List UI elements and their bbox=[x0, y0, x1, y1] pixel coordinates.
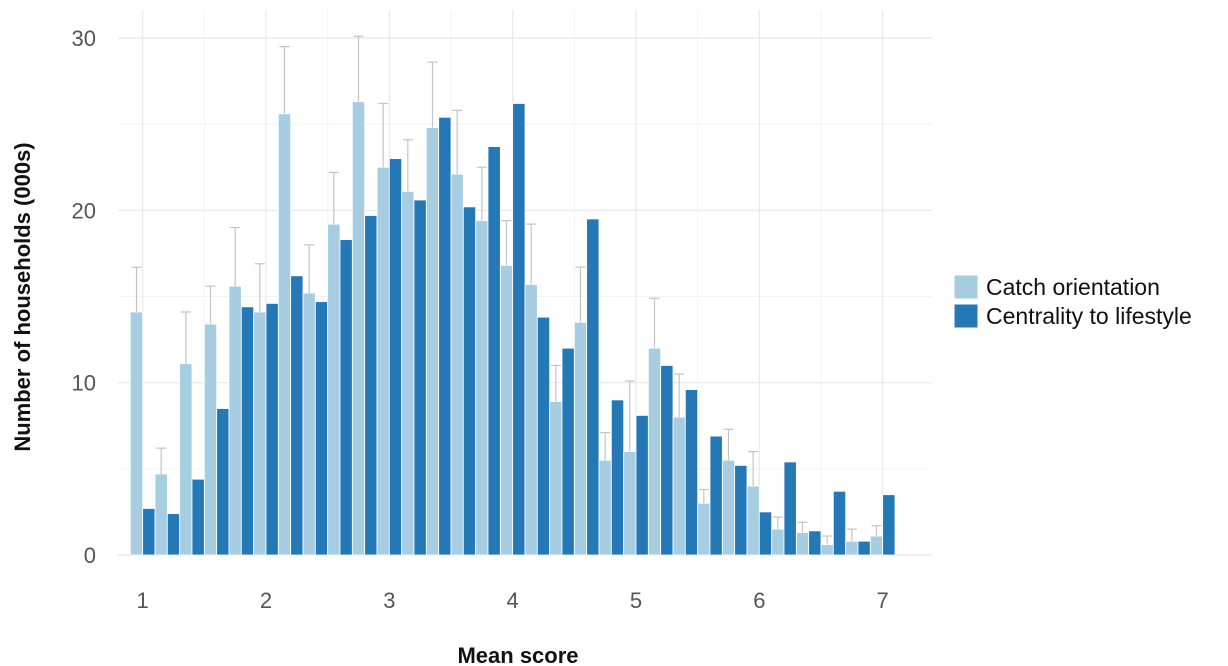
bar-catch-orientation bbox=[475, 220, 489, 556]
bar-centrality-to-lifestyle bbox=[339, 239, 353, 556]
bar-centrality-to-lifestyle bbox=[142, 508, 156, 556]
x-tick-label: 6 bbox=[753, 588, 765, 613]
bar-catch-orientation bbox=[277, 113, 292, 556]
bar-centrality-to-lifestyle bbox=[561, 347, 575, 556]
bar-centrality-to-lifestyle bbox=[832, 490, 847, 556]
bar-centrality-to-lifestyle bbox=[586, 218, 600, 556]
bar-centrality-to-lifestyle bbox=[290, 275, 304, 556]
bar-catch-orientation bbox=[351, 101, 366, 556]
bar-centrality-to-lifestyle bbox=[364, 215, 378, 556]
bar-centrality-to-lifestyle bbox=[536, 316, 551, 556]
legend-label: Centrality to lifestyle bbox=[986, 303, 1192, 329]
bar-centrality-to-lifestyle bbox=[166, 513, 181, 556]
bar-catch-orientation bbox=[598, 459, 612, 556]
bar-centrality-to-lifestyle bbox=[882, 494, 896, 556]
tick-labels: 1 2 3 4 5 6 7 0 10 20 30 bbox=[72, 26, 889, 613]
bar-centrality-to-lifestyle bbox=[635, 415, 649, 556]
bar-centrality-to-lifestyle bbox=[240, 306, 255, 556]
bar-centrality-to-lifestyle bbox=[388, 158, 403, 556]
bar-catch-orientation bbox=[499, 265, 514, 556]
bar-centrality-to-lifestyle bbox=[734, 464, 748, 556]
bar-catch-orientation bbox=[302, 292, 316, 556]
bar-catch-orientation bbox=[869, 535, 884, 556]
x-axis-title: Mean score bbox=[457, 643, 578, 666]
bar-catch-orientation bbox=[771, 528, 785, 556]
bar-catch-orientation bbox=[129, 311, 144, 556]
bar-catch-orientation bbox=[327, 223, 341, 556]
bar-catch-orientation bbox=[672, 416, 686, 556]
y-tick-label: 10 bbox=[72, 371, 96, 396]
bar-centrality-to-lifestyle bbox=[314, 301, 329, 556]
bar-centrality-to-lifestyle bbox=[265, 302, 279, 556]
bar-catch-orientation bbox=[401, 190, 415, 556]
bar-centrality-to-lifestyle bbox=[808, 530, 822, 556]
bar-centrality-to-lifestyle bbox=[487, 146, 501, 556]
bar-catch-orientation bbox=[228, 285, 242, 556]
x-tick-label: 5 bbox=[630, 588, 642, 613]
bar-catch-orientation bbox=[203, 323, 218, 556]
bars bbox=[129, 101, 896, 556]
y-axis-title: Number of households (000s) bbox=[10, 142, 35, 451]
legend-swatch bbox=[953, 274, 979, 300]
legend-swatch bbox=[953, 303, 979, 329]
bar-catch-orientation bbox=[154, 473, 168, 556]
legend: Catch orientation Centrality to lifestyle bbox=[953, 274, 1192, 329]
bar-catch-orientation bbox=[845, 540, 859, 556]
x-tick-label: 1 bbox=[137, 588, 149, 613]
bar-centrality-to-lifestyle bbox=[512, 103, 526, 556]
bar-catch-orientation bbox=[425, 127, 440, 556]
y-tick-label: 20 bbox=[72, 198, 96, 223]
y-tick-label: 0 bbox=[84, 543, 96, 568]
bar-catch-orientation bbox=[697, 502, 711, 556]
bar-centrality-to-lifestyle bbox=[758, 511, 773, 556]
bar-centrality-to-lifestyle bbox=[438, 116, 452, 556]
bar-catch-orientation bbox=[721, 459, 736, 556]
bar-centrality-to-lifestyle bbox=[709, 435, 723, 556]
bar-centrality-to-lifestyle bbox=[462, 206, 477, 556]
bar-centrality-to-lifestyle bbox=[684, 389, 699, 556]
bar-centrality-to-lifestyle bbox=[783, 461, 797, 556]
x-tick-label: 4 bbox=[507, 588, 519, 613]
bar-centrality-to-lifestyle bbox=[857, 540, 871, 556]
bar-centrality-to-lifestyle bbox=[660, 365, 674, 556]
bar-centrality-to-lifestyle bbox=[413, 199, 427, 556]
x-tick-label: 2 bbox=[260, 588, 272, 613]
bar-catch-orientation bbox=[549, 401, 563, 556]
bar-catch-orientation bbox=[179, 363, 193, 556]
legend-label: Catch orientation bbox=[986, 274, 1160, 300]
bar-catch-orientation bbox=[524, 284, 538, 556]
y-tick-label: 30 bbox=[72, 26, 96, 51]
bar-catch-orientation bbox=[820, 544, 834, 556]
bar-catch-orientation bbox=[746, 485, 760, 556]
x-tick-label: 3 bbox=[383, 588, 395, 613]
bar-centrality-to-lifestyle bbox=[610, 399, 625, 556]
bar-catch-orientation bbox=[573, 321, 588, 556]
bar-catch-orientation bbox=[450, 173, 464, 556]
bar-catch-orientation bbox=[376, 166, 390, 556]
bar-catch-orientation bbox=[623, 451, 637, 556]
x-tick-label: 7 bbox=[877, 588, 889, 613]
bar-catch-orientation bbox=[647, 347, 662, 556]
bar-centrality-to-lifestyle bbox=[216, 408, 230, 556]
error-bars bbox=[131, 35, 882, 545]
bar-catch-orientation bbox=[253, 311, 267, 556]
bar-catch-orientation bbox=[795, 532, 810, 556]
bar-centrality-to-lifestyle bbox=[191, 478, 205, 556]
